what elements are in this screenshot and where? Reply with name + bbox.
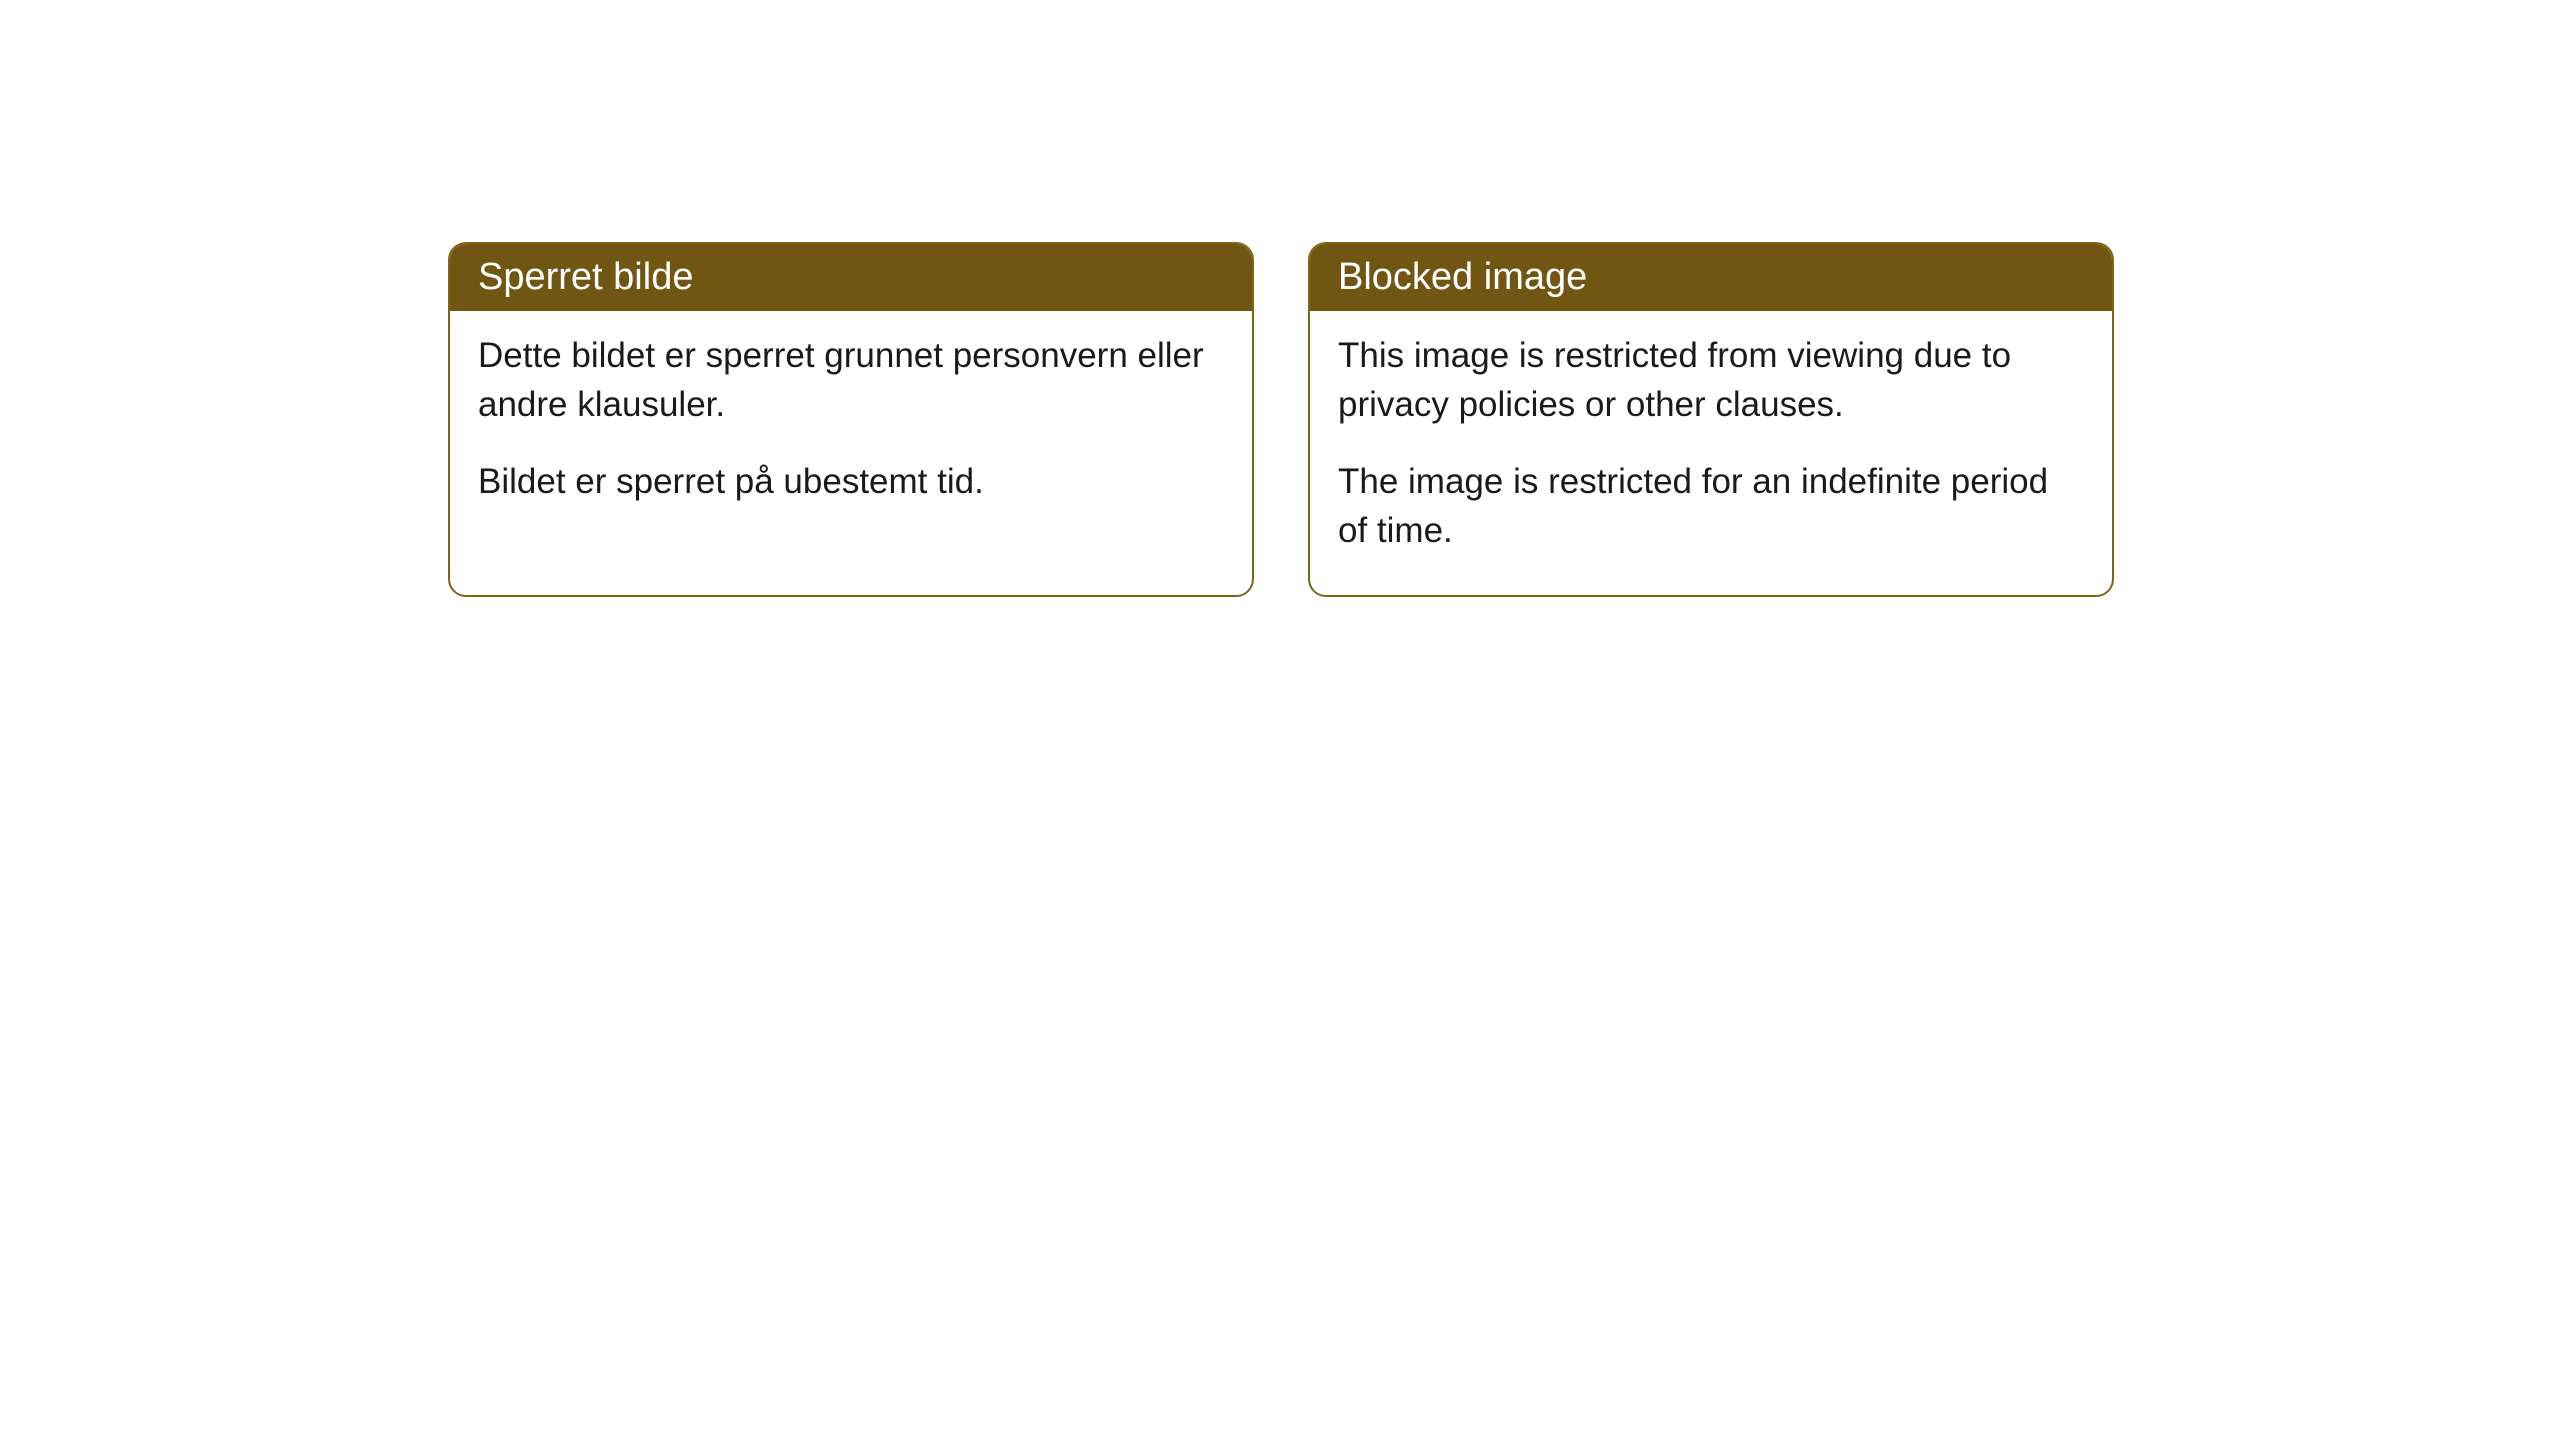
- card-header-norwegian: Sperret bilde: [450, 244, 1252, 311]
- notice-cards-container: Sperret bilde Dette bildet er sperret gr…: [448, 242, 2114, 597]
- card-paragraph-1-norwegian: Dette bildet er sperret grunnet personve…: [478, 331, 1224, 429]
- card-title-norwegian: Sperret bilde: [478, 256, 693, 298]
- card-paragraph-1-english: This image is restricted from viewing du…: [1338, 331, 2084, 429]
- card-body-english: This image is restricted from viewing du…: [1310, 311, 2112, 595]
- card-paragraph-2-english: The image is restricted for an indefinit…: [1338, 457, 2084, 555]
- blocked-image-card-norwegian: Sperret bilde Dette bildet er sperret gr…: [448, 242, 1254, 597]
- card-title-english: Blocked image: [1338, 256, 1587, 298]
- blocked-image-card-english: Blocked image This image is restricted f…: [1308, 242, 2114, 597]
- card-header-english: Blocked image: [1310, 244, 2112, 311]
- card-body-norwegian: Dette bildet er sperret grunnet personve…: [450, 311, 1252, 546]
- card-paragraph-2-norwegian: Bildet er sperret på ubestemt tid.: [478, 457, 1224, 506]
